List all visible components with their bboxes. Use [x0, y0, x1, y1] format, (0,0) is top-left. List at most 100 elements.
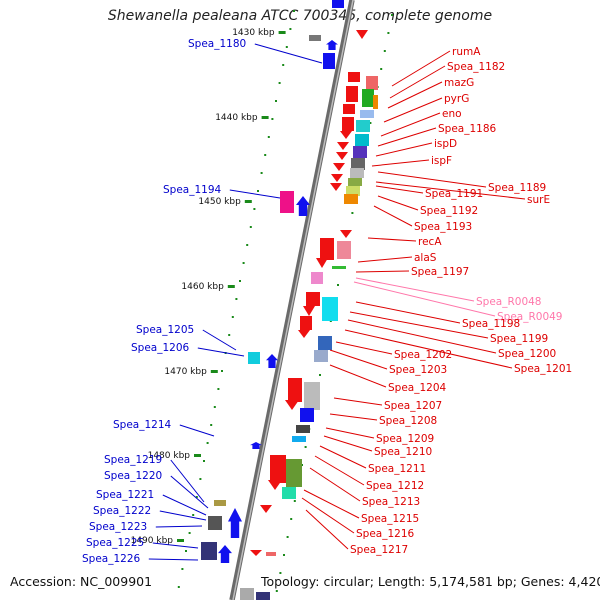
gene-label-left: Spea_1226: [82, 553, 141, 565]
dot: [337, 284, 339, 286]
dot: [203, 460, 205, 462]
gene-arrow-up: [218, 545, 232, 563]
label-leader: [301, 497, 355, 534]
label-leader: [170, 475, 209, 509]
label-leader: [329, 364, 387, 388]
dot: [228, 334, 231, 336]
gene-block: [351, 158, 365, 170]
gene-label-right: Spea_1198: [462, 318, 520, 330]
gene-block: [318, 336, 332, 350]
gene-block: [282, 487, 296, 499]
gene-block: [373, 95, 378, 109]
label-leader: [309, 467, 361, 502]
label-leader: [347, 319, 497, 354]
dot: [195, 496, 198, 498]
gene-label-right: alaS: [414, 252, 437, 264]
gene-label-left: Spea_1205: [136, 324, 194, 336]
gene-label-right: Spea_1202: [394, 349, 452, 361]
gene-block: [348, 178, 362, 186]
gene-label-right: Spea_1210: [374, 446, 432, 458]
kbp-tick-label: 1490 kbp: [131, 536, 174, 546]
dot: [217, 388, 220, 390]
gene-label-right: Spea_1191: [425, 188, 483, 200]
gene-label-right: eno: [442, 108, 462, 120]
gene-label-right: mazG: [444, 77, 474, 89]
gene-block: [342, 117, 354, 131]
dot: [239, 280, 241, 282]
label-leader: [152, 542, 199, 549]
dot: [221, 370, 223, 372]
label-leader: [333, 397, 383, 406]
dot: [192, 514, 195, 516]
dot: [264, 154, 267, 156]
gene-label-right: Spea_1215: [361, 513, 419, 525]
label-leader: [377, 171, 487, 188]
gene-block: [300, 316, 312, 330]
gene-block: [337, 241, 351, 259]
label-leader: [229, 189, 281, 199]
gene-label-right: pyrG: [444, 93, 469, 105]
dot: [257, 190, 259, 192]
dot: [290, 518, 293, 520]
dot: [246, 244, 249, 246]
dot: [199, 478, 202, 480]
label-leader: [367, 237, 417, 242]
label-leader: [377, 127, 437, 147]
label-leader: [371, 159, 430, 167]
dot: [185, 550, 187, 552]
gene-label-right: Spea_1186: [438, 123, 497, 135]
gene-block: [286, 459, 302, 487]
dot: [188, 532, 191, 534]
gene-block: [332, 0, 344, 8]
kbp-tick-label: 1460 kbp: [181, 282, 224, 292]
accession-text: Accession: NC_009901: [10, 574, 153, 589]
kbp-tick-mark: [210, 370, 218, 373]
label-leader: [202, 329, 237, 351]
gene-label-right: Spea_1211: [368, 463, 426, 475]
gene-label-right: Spea_1199: [490, 333, 548, 345]
gene-chevron: [285, 400, 299, 410]
dot: [283, 554, 285, 556]
gene-label-right: Spea_1216: [356, 528, 415, 540]
dot: [275, 100, 277, 102]
gene-block: [201, 542, 217, 560]
gene-block: [366, 76, 378, 90]
dot: [279, 572, 282, 574]
label-leaders: [148, 43, 526, 561]
gene-block: [346, 186, 360, 196]
label-leader: [389, 65, 446, 99]
kbp-tick-label: 1440 kbp: [215, 113, 258, 123]
dot: [351, 212, 354, 214]
gene-label-left: Spea_1219: [104, 454, 162, 466]
gene-label-left: Spea_1225: [86, 537, 144, 549]
gene-chevron: [336, 152, 348, 160]
dot: [275, 590, 278, 592]
label-leader: [254, 43, 323, 64]
label-leader: [391, 50, 451, 87]
gene-label-right: Spea_1203: [389, 364, 447, 376]
dot: [260, 172, 263, 174]
label-leader: [305, 509, 349, 550]
dot: [213, 406, 216, 408]
backbone-line: [229, 0, 355, 600]
gene-label-left: Spea_1180: [188, 38, 246, 50]
dot: [181, 568, 184, 570]
gene-block: [356, 120, 370, 132]
label-leader: [179, 424, 215, 437]
gene-chevron: [337, 142, 349, 150]
kbp-tick-mark: [244, 200, 252, 203]
label-leader: [159, 510, 207, 521]
gene-label-left: Spea_1214: [113, 419, 172, 431]
gene-arrow-down: [260, 505, 272, 513]
label-leader: [387, 81, 443, 109]
label-leader: [329, 413, 378, 421]
gene-block: [323, 53, 335, 69]
gene-features: [201, 0, 378, 600]
gene-label-right: Spea_1182: [447, 61, 505, 73]
gene-arrow-down: [340, 230, 352, 238]
gene-block: [332, 266, 346, 269]
gene-block: [311, 272, 323, 284]
gene-block: [320, 238, 334, 260]
gene-arrow-up: [326, 40, 338, 50]
gene-chevron: [333, 163, 345, 171]
